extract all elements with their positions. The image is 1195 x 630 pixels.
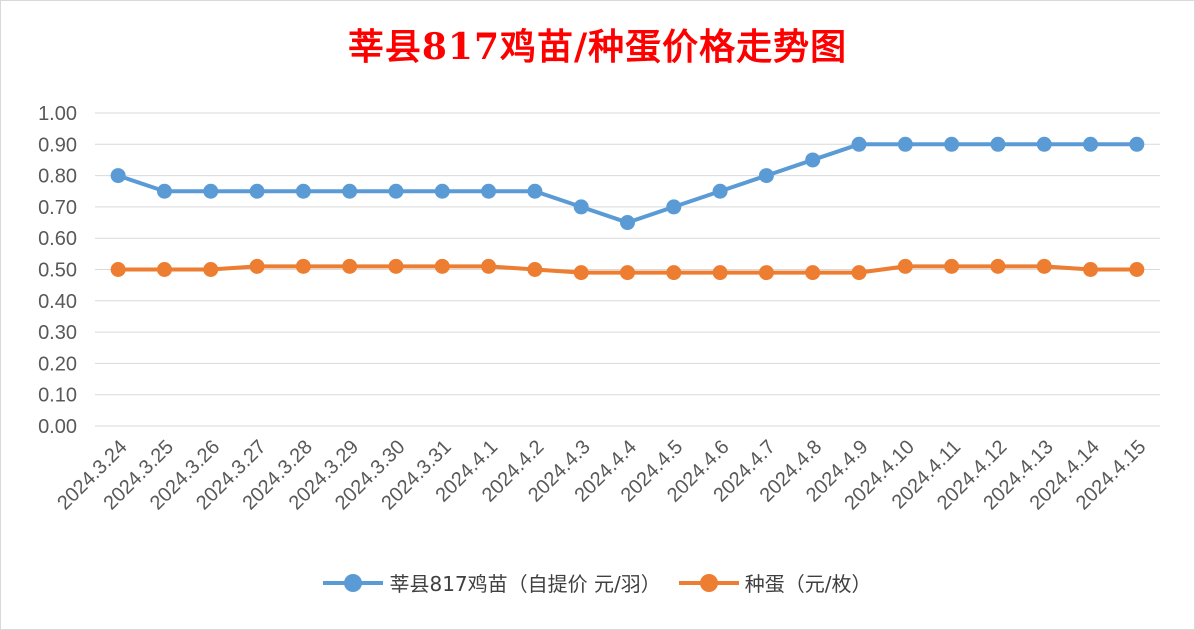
data-point-series-1 [249, 258, 265, 274]
data-point-series-0 [758, 168, 774, 184]
data-point-series-0 [897, 136, 913, 152]
data-point-series-0 [203, 183, 219, 199]
legend-label-eggs: 种蛋（元/枚） [744, 572, 872, 596]
y-tick-label: 0.60 [38, 228, 77, 250]
data-point-series-0 [944, 136, 960, 152]
data-point-series-1 [527, 262, 543, 277]
data-point-series-1 [156, 262, 172, 277]
data-point-series-1 [481, 258, 497, 274]
data-point-series-0 [481, 183, 497, 199]
data-point-series-1 [1083, 262, 1099, 277]
data-point-series-1 [295, 258, 311, 274]
data-point-series-1 [805, 265, 821, 281]
legend: 莘县817鸡苗（自提价 元/羽） 种蛋（元/枚） [0, 568, 1195, 597]
data-point-series-1 [1129, 262, 1145, 277]
data-point-series-0 [110, 168, 126, 184]
y-tick-label: 0.10 [38, 385, 77, 407]
data-point-series-1 [620, 265, 635, 281]
data-point-series-1 [388, 258, 404, 274]
data-point-series-0 [1083, 136, 1099, 152]
y-tick-label: 0.00 [38, 416, 77, 438]
data-point-series-1 [897, 258, 913, 274]
y-tick-label: 0.70 [38, 197, 77, 219]
data-point-series-1 [666, 265, 682, 281]
y-tick-label: 0.30 [38, 322, 77, 344]
data-point-series-0 [990, 136, 1006, 152]
data-point-series-0 [620, 215, 635, 231]
data-point-series-1 [758, 265, 774, 281]
data-point-series-1 [851, 265, 867, 281]
data-point-series-1 [944, 258, 960, 274]
y-tick-label: 0.80 [38, 166, 77, 188]
data-point-series-0 [527, 183, 543, 199]
data-point-series-0 [712, 183, 728, 199]
y-tick-label: 0.40 [38, 291, 77, 313]
data-point-series-0 [666, 199, 682, 215]
data-point-series-0 [1129, 136, 1145, 152]
data-point-series-0 [388, 183, 404, 199]
legend-swatch-chicks [323, 573, 384, 593]
data-point-series-0 [434, 183, 450, 199]
legend-label-chicks: 莘县817鸡苗（自提价 元/羽） [389, 572, 661, 596]
chart-title: 莘县817鸡苗/种蛋价格走势图 [347, 26, 848, 68]
legend-marker-eggs [699, 573, 718, 592]
data-point-series-1 [434, 258, 450, 274]
data-point-series-1 [712, 265, 728, 281]
data-point-series-1 [1036, 258, 1052, 274]
data-point-series-1 [203, 262, 219, 277]
data-point-series-0 [156, 183, 172, 199]
data-point-series-1 [990, 258, 1006, 274]
legend-marker-chicks [344, 573, 363, 592]
y-tick-label: 0.90 [38, 134, 77, 156]
y-tick-label: 1.00 [38, 103, 77, 125]
data-point-series-0 [342, 183, 358, 199]
legend-item-chicks: 莘县817鸡苗（自提价 元/羽） [323, 568, 661, 597]
data-point-series-0 [249, 183, 265, 199]
data-point-series-0 [805, 152, 821, 168]
data-point-series-0 [851, 136, 867, 152]
legend-swatch-eggs [678, 573, 739, 593]
legend-item-eggs: 种蛋（元/枚） [678, 568, 872, 597]
data-point-series-0 [573, 199, 589, 215]
data-point-series-1 [342, 258, 358, 274]
data-point-series-0 [1036, 136, 1052, 152]
data-point-series-0 [295, 183, 311, 199]
series-line-0 [117, 142, 1137, 225]
y-tick-label: 0.20 [38, 353, 77, 375]
data-point-series-1 [573, 265, 589, 281]
y-tick-label: 0.50 [38, 260, 77, 282]
data-point-series-1 [110, 262, 126, 277]
